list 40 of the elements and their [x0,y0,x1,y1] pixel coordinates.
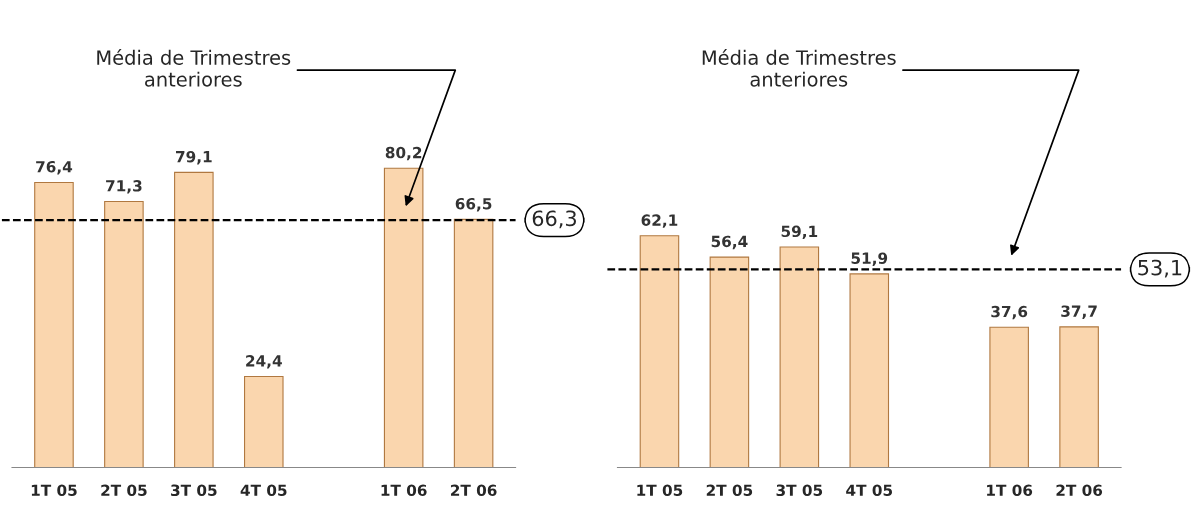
x-tick-label: 1T 06 [987,484,1033,497]
x-tick-label: 2T 05 [101,484,147,497]
bar [104,200,144,468]
data-label: 76,4 [36,161,73,175]
data-label: 80,2 [385,146,422,161]
data-label: 59,1 [781,225,818,240]
x-tick-label: 2T 06 [1056,484,1103,497]
data-label: 56,4 [711,235,748,250]
x-tick-label: 3T 05 [776,484,823,497]
x-tick-label: 1T 05 [637,484,683,497]
bar [709,256,750,468]
data-label: 37,6 [991,305,1028,320]
x-tick-label: 3T 05 [171,484,217,497]
bar [174,171,214,468]
bar [989,326,1029,468]
data-label: 71,3 [106,180,142,194]
text: Média de Trimestres anteriores [97,49,291,87]
ref-line-label: 66,3 [532,210,576,229]
x-tick-label: 2T 06 [451,484,497,497]
data-label: 24,4 [246,355,282,369]
data-label: 37,7 [1061,305,1097,319]
ref-line-label: 53,1 [1138,259,1182,278]
x-tick-label: 4T 05 [240,484,287,497]
x-tick-label: 1T 06 [381,484,427,497]
data-label: 51,9 [851,252,888,266]
bar [243,375,284,468]
bar [383,167,424,468]
data-label: 62,1 [641,214,678,228]
bar [779,246,820,468]
data-label: 79,1 [176,150,212,165]
x-tick-label: 4T 05 [846,484,893,497]
text: Média de Trimestres anteriores [702,49,896,87]
x-tick-label: 2T 05 [706,484,753,497]
bar [1059,326,1099,468]
bar [453,218,494,468]
bar [849,273,890,468]
data-label: 66,5 [455,197,492,212]
bar [639,235,680,468]
bar [34,181,74,468]
x-tick-label: 1T 05 [31,484,77,497]
